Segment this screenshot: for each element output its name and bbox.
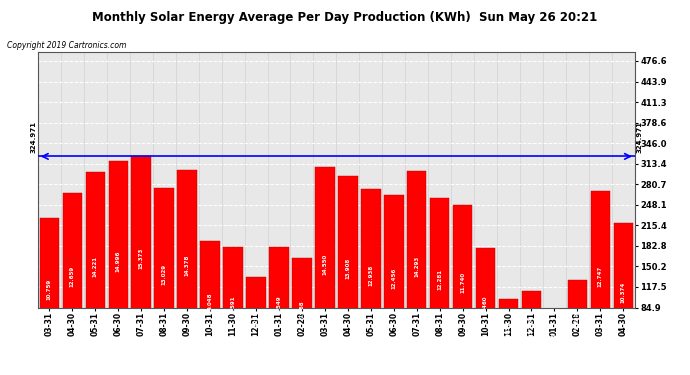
Text: 12.938: 12.938 xyxy=(368,264,373,285)
Bar xyxy=(108,162,128,361)
Bar xyxy=(39,218,59,361)
Text: 12.456: 12.456 xyxy=(391,267,396,289)
Bar xyxy=(292,258,312,361)
Bar xyxy=(200,241,220,361)
Bar xyxy=(315,167,335,361)
Bar xyxy=(155,188,174,361)
Text: 324.971: 324.971 xyxy=(30,121,37,153)
Bar xyxy=(613,223,633,361)
Text: 6.289: 6.289 xyxy=(253,310,259,328)
Bar xyxy=(361,189,381,361)
Bar xyxy=(86,172,105,361)
Bar xyxy=(224,247,243,361)
Bar xyxy=(522,291,541,361)
Bar xyxy=(544,321,564,361)
Text: 14.293: 14.293 xyxy=(414,255,420,276)
Text: 14.996: 14.996 xyxy=(116,251,121,272)
Text: 15.373: 15.373 xyxy=(139,248,144,269)
Text: 12.747: 12.747 xyxy=(598,266,603,287)
Text: 4.637: 4.637 xyxy=(506,321,511,339)
Bar xyxy=(499,299,518,361)
Text: 324.971: 324.971 xyxy=(636,121,642,153)
Bar xyxy=(591,191,610,361)
Text: 14.378: 14.378 xyxy=(185,255,190,276)
Bar xyxy=(384,195,404,361)
Text: 7.768: 7.768 xyxy=(299,300,304,318)
Text: 6.084: 6.084 xyxy=(575,312,580,329)
Bar xyxy=(407,171,426,361)
Text: 12.281: 12.281 xyxy=(437,269,442,290)
Text: 10.374: 10.374 xyxy=(621,281,626,303)
Text: 13.029: 13.029 xyxy=(161,264,167,285)
Text: 13.908: 13.908 xyxy=(346,258,351,279)
Text: 5.294: 5.294 xyxy=(529,317,534,334)
Text: 11.740: 11.740 xyxy=(460,272,465,293)
Text: Copyright 2019 Cartronics.com: Copyright 2019 Cartronics.com xyxy=(7,41,126,50)
Bar xyxy=(132,156,151,361)
Bar xyxy=(246,277,266,361)
Text: 8.549: 8.549 xyxy=(277,295,282,313)
Text: 2.986: 2.986 xyxy=(552,332,557,350)
Bar xyxy=(453,205,473,361)
Text: 14.221: 14.221 xyxy=(93,256,98,277)
Bar xyxy=(63,193,82,361)
Bar xyxy=(338,176,357,361)
Text: 12.659: 12.659 xyxy=(70,266,75,287)
Bar xyxy=(269,247,288,361)
Bar xyxy=(430,198,449,361)
Text: Monthly Solar Energy Average Per Day Production (KWh)  Sun May 26 20:21: Monthly Solar Energy Average Per Day Pro… xyxy=(92,11,598,24)
Text: 8.460: 8.460 xyxy=(483,296,488,314)
Bar xyxy=(476,248,495,361)
Bar xyxy=(568,280,587,361)
Text: 8.591: 8.591 xyxy=(230,295,235,312)
Text: 9.048: 9.048 xyxy=(208,292,213,309)
Text: 14.550: 14.550 xyxy=(322,254,327,275)
Text: 10.759: 10.759 xyxy=(47,279,52,300)
Bar xyxy=(177,170,197,361)
